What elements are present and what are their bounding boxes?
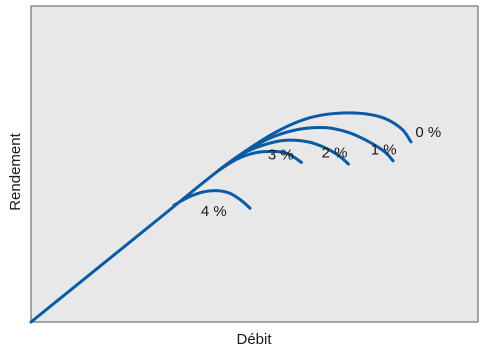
curve-label-4: 4 % xyxy=(201,203,227,220)
y-axis-title: Rendement xyxy=(7,132,24,210)
x-axis-title: Débit xyxy=(236,331,272,348)
series-line-3 xyxy=(217,149,303,172)
curve-label-2: 2 % xyxy=(322,145,348,162)
curve-label-1: 1 % xyxy=(371,142,397,159)
series-line-1 xyxy=(217,125,395,172)
series-layer xyxy=(29,111,413,324)
curve-label-3: 3 % xyxy=(268,146,294,163)
curve-label-0: 0 % xyxy=(415,124,441,141)
plot-area xyxy=(30,5,479,323)
annotation-layer: 0 % 1 % 2 % 3 % 4 % xyxy=(201,124,441,220)
series-line-4 xyxy=(172,189,252,210)
series-line-0 xyxy=(29,111,413,324)
series-line-2 xyxy=(217,138,350,172)
